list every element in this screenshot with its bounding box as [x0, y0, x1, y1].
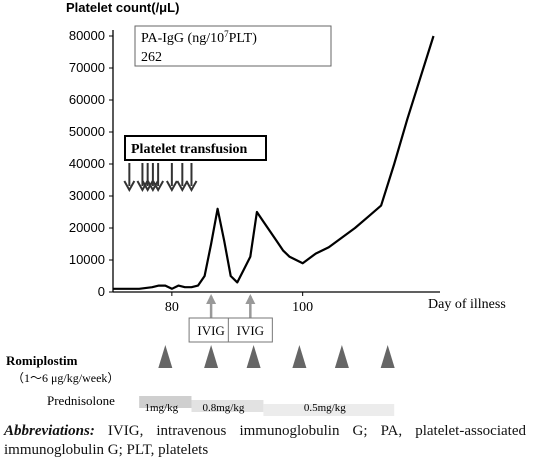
ivig-box [227, 317, 273, 343]
annotations: PA-IgG (ng/107PLT) 262 Platelet transfusio… [6, 25, 395, 416]
y-tick-label: 50000 [69, 124, 105, 139]
transfusion-arrow-head [176, 180, 189, 193]
caption-lead: Abbreviations: [4, 423, 95, 439]
y-tick-label: 30000 [69, 188, 105, 203]
transfusion-arrow-head [141, 180, 154, 193]
ivig-arrow-head [245, 294, 256, 304]
pa-igg-value: 262 [141, 50, 162, 65]
romiplostim-marker [380, 345, 395, 368]
transfusion-label: Platelet transfusion [131, 142, 247, 157]
x-tick-label: 80 [165, 300, 179, 315]
romiplostim-marker [246, 345, 261, 368]
plot-area [113, 35, 435, 290]
transfusion-arrow-head [147, 180, 159, 193]
y-tick-label: 60000 [69, 92, 105, 107]
ivig-arrow-head [206, 294, 217, 304]
y-tick-label: 80000 [69, 28, 105, 43]
ivig-box [188, 317, 234, 343]
pa-igg-label: PA-IgG (ng/107PLT) [141, 29, 257, 46]
ivig-label: IVIG [237, 323, 264, 338]
x-axis-label: Day of illness [428, 297, 506, 312]
caption-text: IVIG, intravenous immunoglobulin G; PA, … [4, 423, 526, 458]
y-axis-label: Platelet count(/μL) [66, 0, 179, 15]
prednisolone-dose: 0.8mg/kg [203, 402, 245, 414]
romiplostim-marker [204, 345, 219, 368]
romiplostim-marker [334, 345, 349, 368]
prednisolone-dose: 0.5mg/kg [304, 402, 346, 414]
romiplostim-label: Romiplostim [6, 353, 78, 368]
series-line [113, 35, 435, 290]
transfusion-arrow-head [136, 180, 149, 193]
transfusion-arrow-head [123, 180, 136, 193]
prednisolone-bar [191, 400, 264, 412]
prednisolone-bar [139, 396, 192, 408]
y-tick-label: 0 [98, 284, 105, 299]
transfusion-arrow-head [165, 180, 178, 193]
prednisolone-dose: 1mg/kg [145, 402, 179, 414]
transfusion-box [124, 135, 267, 161]
transfusion-arrow-head [152, 180, 165, 193]
figure-caption: Abbreviations: IVIG, intravenous immunog… [4, 422, 526, 460]
romiplostim-dose: （1～6 μg/kg/week） [12, 371, 119, 385]
ivig-label: IVIG [197, 323, 224, 338]
romiplostim-marker [158, 345, 173, 368]
y-tick-label: 40000 [69, 156, 105, 171]
prednisolone-label: Prednisolone [47, 393, 115, 408]
y-tick-label: 70000 [69, 60, 105, 75]
x-tick-label: 100 [292, 300, 313, 315]
transfusion-arrow-head [185, 180, 198, 193]
axes: Platelet count(/μL) Day of illness 0 10000 2… [66, 0, 506, 315]
prednisolone-bar [263, 404, 395, 416]
y-tick-label: 10000 [69, 252, 105, 267]
pa-igg-box [134, 25, 332, 67]
y-tick-label: 20000 [69, 220, 105, 235]
romiplostim-marker [292, 345, 307, 368]
